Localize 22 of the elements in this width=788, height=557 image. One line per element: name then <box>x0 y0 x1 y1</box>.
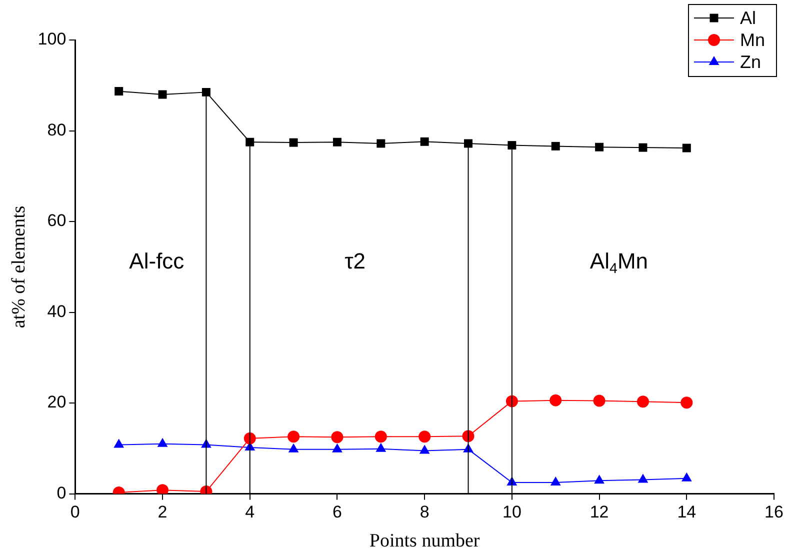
x-tick-label: 12 <box>590 502 609 522</box>
y-tick-label: 60 <box>47 211 66 230</box>
x-tick-label: 8 <box>420 502 430 522</box>
y-tick-label: 0 <box>56 483 66 502</box>
x-tick-label: 10 <box>502 502 522 522</box>
y-tick-label: 20 <box>47 392 66 412</box>
y-tick-label: 100 <box>38 30 66 49</box>
x-axis-title: Points number <box>369 530 480 552</box>
legend-label: Zn <box>740 52 762 72</box>
x-tick-label: 14 <box>677 502 696 522</box>
legend-label: Al <box>740 8 756 28</box>
x-tick-label: 6 <box>332 502 342 522</box>
annotation: τ2 <box>344 248 366 274</box>
annotation: Al-fcc <box>129 248 184 274</box>
x-tick-label: 16 <box>764 502 784 522</box>
x-tick-label: 0 <box>70 502 80 522</box>
y-tick-label: 40 <box>47 302 66 321</box>
x-tick-label: 2 <box>158 502 168 522</box>
y-tick-label: 80 <box>47 120 66 140</box>
y-axis-title: at% of elements <box>8 206 30 328</box>
legend-label: Mn <box>740 30 766 50</box>
x-tick-label: 4 <box>245 502 255 522</box>
